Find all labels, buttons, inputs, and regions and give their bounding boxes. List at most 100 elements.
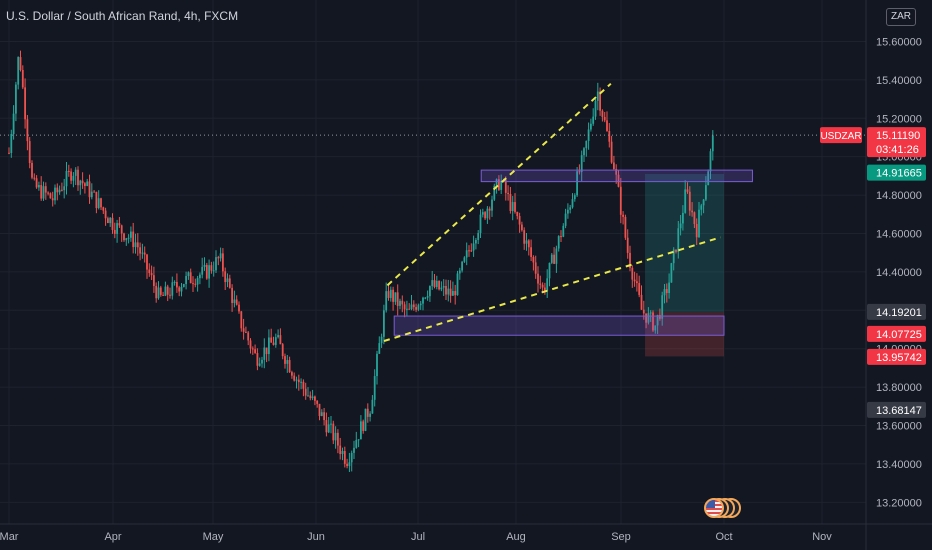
candle-body <box>293 375 296 381</box>
candle-body <box>240 311 243 329</box>
candle-body <box>159 287 162 295</box>
candle-body <box>617 174 620 187</box>
candle-body <box>603 116 606 121</box>
x-tick-label: Mar <box>0 531 19 543</box>
currency-button[interactable]: ZAR <box>886 8 916 26</box>
candle-body <box>378 343 381 354</box>
candle-body <box>693 212 696 225</box>
candle-body <box>580 155 583 172</box>
candle-body <box>380 336 383 344</box>
y-tick-label: 15.40000 <box>876 75 922 87</box>
candle-body <box>429 286 431 297</box>
candle-body <box>15 84 17 114</box>
candle-body <box>440 287 443 290</box>
candle-body <box>270 337 273 343</box>
candle-body <box>194 283 197 285</box>
candle-body <box>88 181 91 198</box>
candle-body <box>38 185 40 188</box>
candle-body <box>341 450 344 455</box>
candle-body <box>422 297 424 304</box>
candle-body <box>111 217 114 230</box>
candle-body <box>433 280 436 287</box>
candle-body <box>125 238 128 241</box>
candle-body <box>698 209 700 238</box>
candle-body <box>228 278 231 288</box>
candle-body <box>279 335 282 345</box>
candle-body <box>208 265 210 279</box>
candle-body <box>219 253 222 259</box>
candle-body <box>327 424 330 433</box>
candle-body <box>217 257 220 259</box>
candle-body <box>615 168 618 175</box>
candle-body <box>268 337 270 355</box>
candle-body <box>583 148 585 156</box>
candle-body <box>72 175 75 181</box>
candle-body <box>95 191 98 209</box>
candle-body <box>205 264 208 279</box>
candle-body <box>251 348 254 350</box>
candle-body <box>56 187 59 193</box>
candle-body <box>500 180 503 190</box>
candle-body <box>670 263 673 283</box>
price-badge-value: 13.95742 <box>876 352 922 364</box>
candle-body <box>320 412 323 416</box>
candle-body <box>24 87 26 120</box>
candle-body <box>585 140 588 149</box>
candle-body <box>491 199 493 211</box>
candle-body <box>169 294 171 296</box>
y-tick-label: 13.20000 <box>876 497 922 509</box>
candle-body <box>369 413 371 417</box>
candle-body <box>70 171 72 181</box>
candle-body <box>447 288 450 295</box>
candle-body <box>318 403 321 416</box>
candle-body <box>123 233 125 241</box>
candle-body <box>705 185 707 200</box>
candle-body <box>663 289 666 296</box>
candle-body <box>652 312 654 331</box>
candle-body <box>231 287 233 304</box>
candle-body <box>47 192 49 194</box>
candle-body <box>532 256 535 263</box>
candle-body <box>573 195 576 200</box>
candle-body <box>592 116 595 124</box>
candle-body <box>371 399 374 414</box>
candle-body <box>417 305 420 310</box>
candle-body <box>90 191 93 198</box>
candle-body <box>309 395 312 399</box>
candle-body <box>534 262 537 274</box>
candle-body <box>233 299 236 304</box>
candle-body <box>86 181 89 186</box>
candle-body <box>682 212 684 224</box>
y-tick-label: 13.40000 <box>876 459 922 471</box>
y-tick-label: 14.40000 <box>876 267 922 279</box>
candle-body <box>477 233 480 240</box>
candle-body <box>435 280 438 287</box>
candle-body <box>709 151 712 172</box>
candle-body <box>412 304 415 308</box>
candle-body <box>527 240 530 248</box>
candle-body <box>419 303 422 306</box>
candle-body <box>539 283 542 285</box>
candle-body <box>346 463 348 467</box>
candle-body <box>109 217 112 224</box>
candle-body <box>677 228 680 252</box>
candle-body <box>31 162 33 178</box>
candle-body <box>530 247 532 257</box>
candle-body <box>396 292 399 306</box>
candle-body <box>406 308 408 310</box>
candle-body <box>334 432 337 441</box>
candle-body <box>364 408 367 431</box>
candle-body <box>548 262 551 279</box>
candle-body <box>17 57 20 85</box>
candle-body <box>74 169 77 176</box>
candle-body <box>261 359 263 364</box>
x-tick-label: Apr <box>104 531 121 543</box>
candle-body <box>555 248 558 264</box>
candle-body <box>504 180 507 193</box>
candle-body <box>350 452 353 463</box>
us-flag-icon[interactable] <box>704 498 724 518</box>
candle-body <box>61 189 63 191</box>
candle-body <box>44 186 47 193</box>
